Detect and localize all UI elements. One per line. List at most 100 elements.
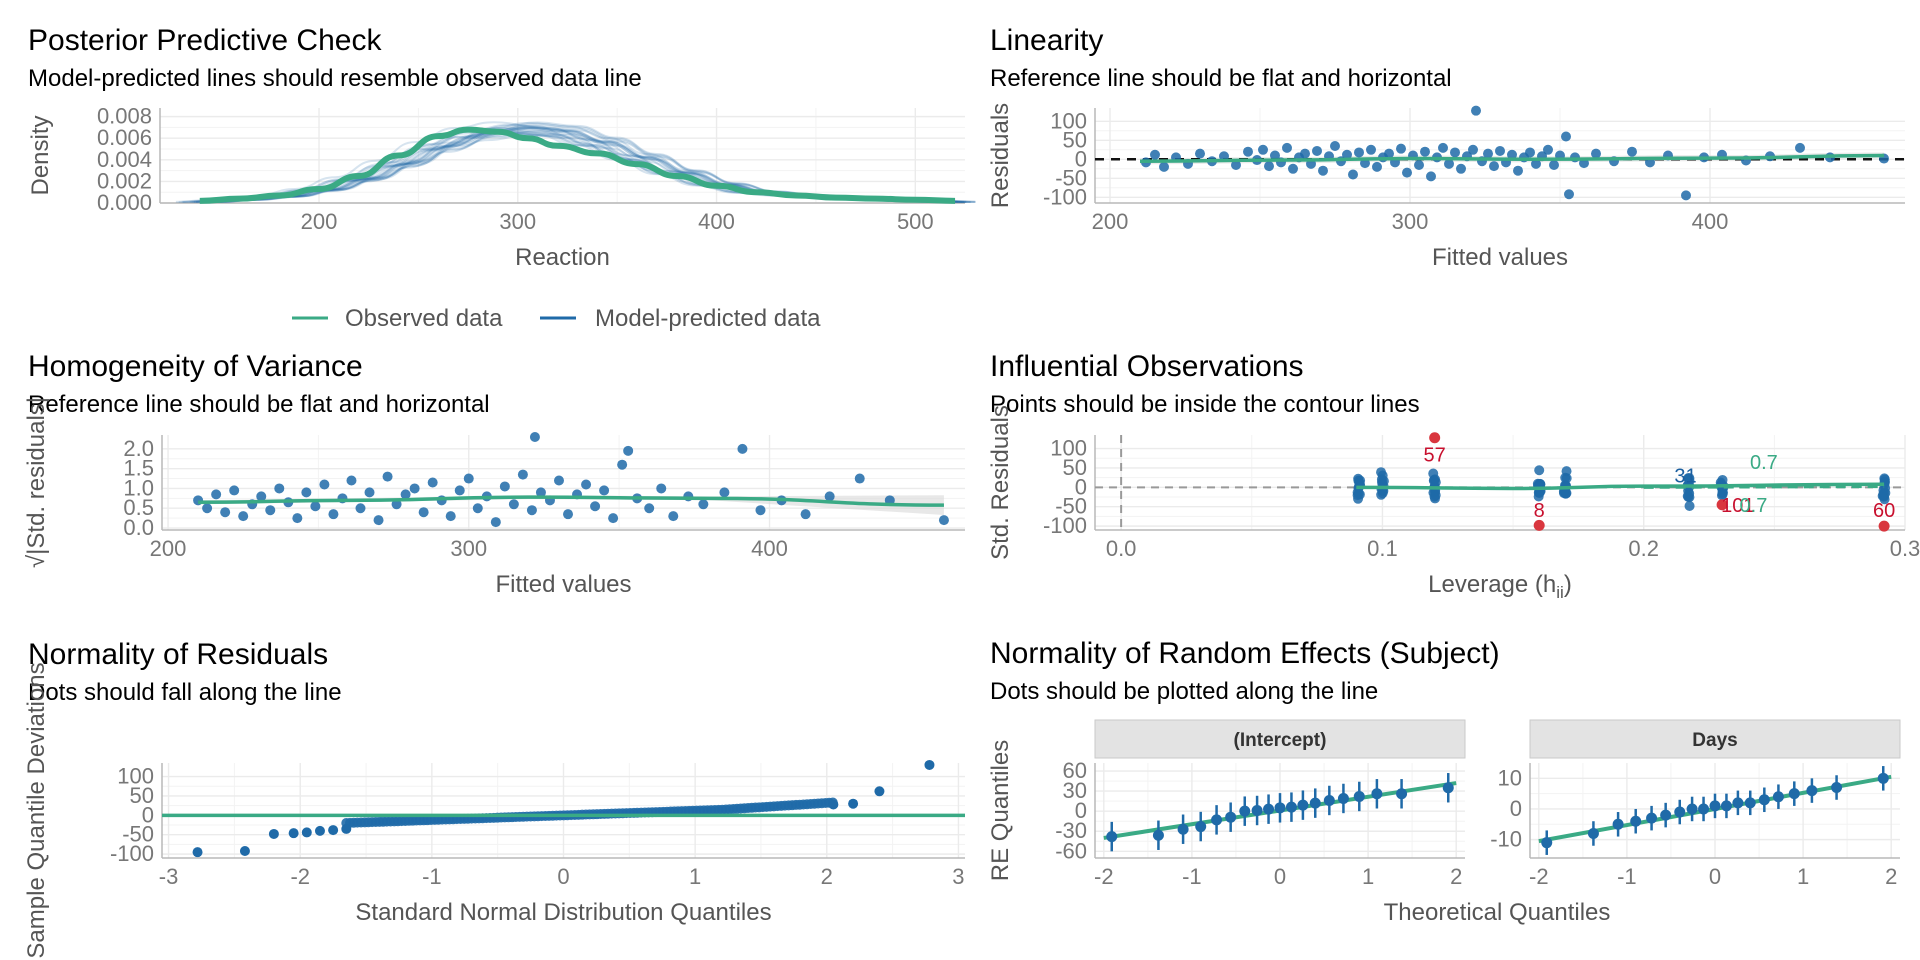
y-tick-label: 100 [117, 764, 154, 789]
x-tick-label: 400 [751, 536, 788, 561]
data-point [1438, 142, 1448, 153]
smooth-line [1139, 153, 1885, 163]
data-point [445, 511, 456, 522]
plot-title: Normality of Residuals [28, 638, 328, 671]
data-point [1159, 161, 1169, 172]
data-point [755, 505, 766, 516]
data-point [581, 479, 592, 490]
data-point [1560, 472, 1571, 483]
data-point [373, 515, 384, 526]
x-tick-label: 0.0 [1106, 536, 1137, 561]
data-point [288, 828, 299, 839]
data-point [268, 828, 279, 839]
data-point [623, 445, 634, 456]
data-point [1195, 821, 1207, 833]
data-point [1513, 165, 1523, 176]
data-point [938, 515, 949, 526]
data-point [1270, 150, 1280, 161]
x-tick-label: 200 [1092, 209, 1129, 234]
x-tick-label: 1 [1362, 864, 1374, 889]
plot-subtitle: Points should be inside the contour line… [990, 391, 1420, 418]
x-tick-label: -2 [1529, 864, 1549, 889]
data-point [1507, 149, 1517, 160]
data-point [1468, 144, 1478, 155]
influential-point [1716, 499, 1728, 511]
x-tick-label: 2 [821, 864, 833, 889]
plot-title: Homogeneity of Variance [28, 350, 363, 383]
data-point [1720, 800, 1732, 812]
facet-strip [1529, 719, 1901, 759]
y-tick-label: -60 [1055, 838, 1087, 863]
y-tick-label: -100 [1043, 513, 1087, 538]
influential-point [1878, 520, 1890, 532]
data-point [1564, 189, 1574, 200]
data-point [1627, 146, 1637, 157]
data-point [719, 487, 730, 498]
data-point [874, 786, 885, 797]
x-tick-label: -1 [1182, 864, 1202, 889]
data-point [1258, 144, 1268, 155]
data-point [1297, 799, 1309, 811]
y-tick-label: 50 [130, 783, 154, 808]
data-point [310, 501, 321, 512]
data-point [644, 503, 655, 514]
point-label: 0.7 [1750, 452, 1778, 474]
data-point [1372, 161, 1382, 172]
data-point [391, 499, 402, 510]
data-point [1274, 802, 1286, 814]
data-point [529, 431, 540, 442]
data-point [1709, 800, 1721, 812]
data-point [1354, 147, 1364, 158]
data-point [220, 507, 231, 518]
y-tick-label: 30 [1063, 778, 1087, 803]
data-point [1285, 801, 1297, 813]
y-tick-label: 0.008 [97, 104, 152, 129]
data-point [1420, 146, 1430, 157]
data-point [1681, 190, 1691, 201]
data-point [1342, 149, 1352, 160]
x-tick-label: 300 [499, 209, 536, 234]
facet-strip-label: Days [1692, 730, 1737, 751]
x-tick-label: -2 [290, 864, 310, 889]
data-point [824, 491, 835, 502]
data-point [1330, 141, 1340, 151]
y-tick-label: 1.0 [123, 475, 154, 500]
data-point [1243, 146, 1253, 157]
y-tick-label: 50 [1063, 455, 1087, 480]
data-point [1732, 797, 1744, 809]
y-tick-label: 50 [1063, 127, 1087, 152]
data-point [1456, 163, 1466, 174]
x-tick-label: 0 [557, 864, 569, 889]
data-point [668, 511, 679, 522]
data-point [301, 487, 312, 498]
x-tick-label: 2 [1885, 864, 1897, 889]
data-point [364, 487, 375, 498]
data-point [1428, 468, 1439, 479]
x-axis-label: Fitted values [495, 571, 631, 598]
data-point [1231, 160, 1241, 170]
y-tick-label: 1.5 [123, 456, 154, 481]
x-tick-label: 300 [1392, 209, 1429, 234]
data-point [1878, 488, 1889, 499]
x-tick-label: 3 [952, 864, 964, 889]
data-point [1483, 148, 1493, 159]
x-tick-label: 0.3 [1890, 536, 1920, 561]
data-point [192, 847, 203, 858]
y-tick-label: 100 [1050, 108, 1087, 133]
data-point [1264, 161, 1274, 172]
plot-title: Normality of Random Effects (Subject) [990, 637, 1500, 670]
plot-subtitle: Reference line should be flat and horizo… [990, 65, 1452, 92]
y-tick-label: -50 [122, 822, 154, 847]
data-point [1150, 149, 1160, 160]
data-point [1152, 829, 1164, 841]
plot-subtitle: Model-predicted lines should resemble ob… [28, 65, 642, 92]
data-point [1660, 809, 1672, 821]
x-tick-label: 0 [1274, 864, 1286, 889]
y-axis-label: Std. Residuals [987, 405, 1014, 560]
y-axis-label: Residuals [987, 103, 1014, 208]
y-tick-label: 0 [1075, 146, 1087, 171]
y-axis-label: RE Quantiles [987, 740, 1014, 881]
x-axis-label: Leverage (hii) [1428, 571, 1572, 602]
data-point [400, 489, 411, 500]
facet-strip [1094, 719, 1466, 759]
